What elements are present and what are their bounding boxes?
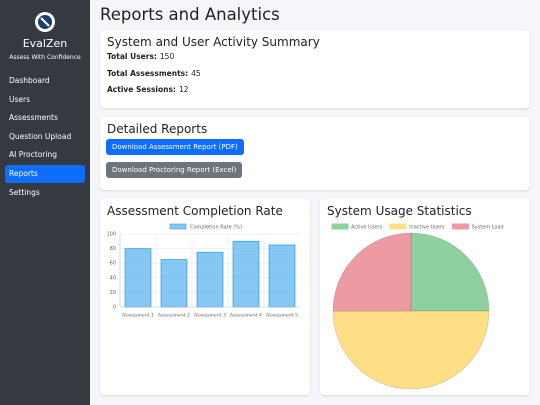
chart-title: Assessment Completion Rate: [107, 204, 283, 218]
bar-chart-card: Assessment Completion Rate 0 20 40 60 80 100 A…: [100, 199, 310, 395]
summary-line: Total Assessments: 45: [107, 69, 201, 78]
nav-item[interactable]: Question Upload: [9, 131, 72, 141]
summary-card: System and User Activity Summary Total U…: [100, 30, 530, 108]
reports-card: Detailed Reports Download Assessment Rep…: [100, 117, 530, 190]
summary-label: Total Users:: [107, 52, 157, 61]
y-tick-label: 0: [113, 305, 116, 311]
pie-slice: [332, 232, 412, 312]
bar: [232, 240, 260, 308]
download-button[interactable]: Download Proctoring Report (Excel): [106, 162, 243, 178]
summary-value: 45: [191, 68, 201, 78]
y-tick-label: 60: [110, 261, 116, 267]
bar: [160, 259, 188, 308]
x-tick-label: Assessment 2: [158, 313, 190, 319]
pie-chart-card: System Usage Statistics Active Users Inac…: [320, 199, 530, 395]
nav-item[interactable]: Users: [9, 94, 31, 104]
card-title: Detailed Reports: [107, 122, 208, 136]
pie-slice: [410, 232, 490, 312]
bar-chart: 0 20 40 60 80 100 Assessment 1 Assessment 2 Asse…: [106, 223, 300, 319]
bar: [124, 248, 152, 308]
summary-label: Active Sessions:: [107, 85, 176, 94]
x-tick-label: Assessment 4: [230, 313, 262, 319]
y-tick-label: 20: [110, 290, 116, 296]
x-tick-label: Assessment 3: [194, 313, 226, 319]
bar: [196, 251, 224, 308]
nav-item[interactable]: AI Proctoring: [9, 150, 57, 160]
pie-chart: Active Users Inactive Users System Load: [331, 223, 504, 390]
legend-label: System Load: [472, 225, 504, 231]
page-title: Reports and Analytics: [100, 5, 280, 24]
sidebar: EvalZen Assess With Confidence Dashboard…: [0, 0, 90, 405]
legend-label: Completion Rate (%): [190, 225, 242, 231]
summary-line: Total Users: 150: [107, 52, 174, 61]
chart-title: System Usage Statistics: [327, 204, 472, 218]
y-tick-label: 100: [106, 232, 116, 238]
card-title: System and User Activity Summary: [107, 35, 320, 49]
brand: EvalZen: [22, 37, 68, 50]
nav-item[interactable]: Settings: [9, 187, 40, 197]
nav-item[interactable]: Assessments: [9, 113, 58, 123]
legend-swatch: [331, 223, 349, 230]
y-tick-label: 40: [110, 275, 116, 281]
summary-label: Total Assessments:: [107, 68, 189, 78]
pie-slice: [332, 310, 490, 390]
y-tick-label: 80: [110, 246, 116, 252]
nav-item[interactable]: Reports: [5, 165, 85, 183]
nav-item[interactable]: Dashboard: [9, 76, 50, 85]
download-button[interactable]: Download Assessment Report (PDF): [106, 139, 244, 155]
logo: [35, 12, 55, 32]
x-tick-label: Assessment 5: [266, 313, 298, 319]
summary-value: 12: [178, 85, 189, 94]
legend-label: Active Users: [351, 225, 382, 231]
legend-swatch: [169, 223, 187, 230]
legend-label: Inactive Users: [409, 225, 445, 231]
tagline: Assess With Confidence: [9, 54, 81, 61]
bar: [268, 244, 296, 308]
x-tick-label: Assessment 1: [122, 313, 154, 319]
legend-swatch: [389, 223, 407, 230]
legend-swatch: [452, 223, 469, 230]
summary-value: 150: [159, 52, 175, 61]
summary-line: Active Sessions: 12: [107, 85, 188, 94]
